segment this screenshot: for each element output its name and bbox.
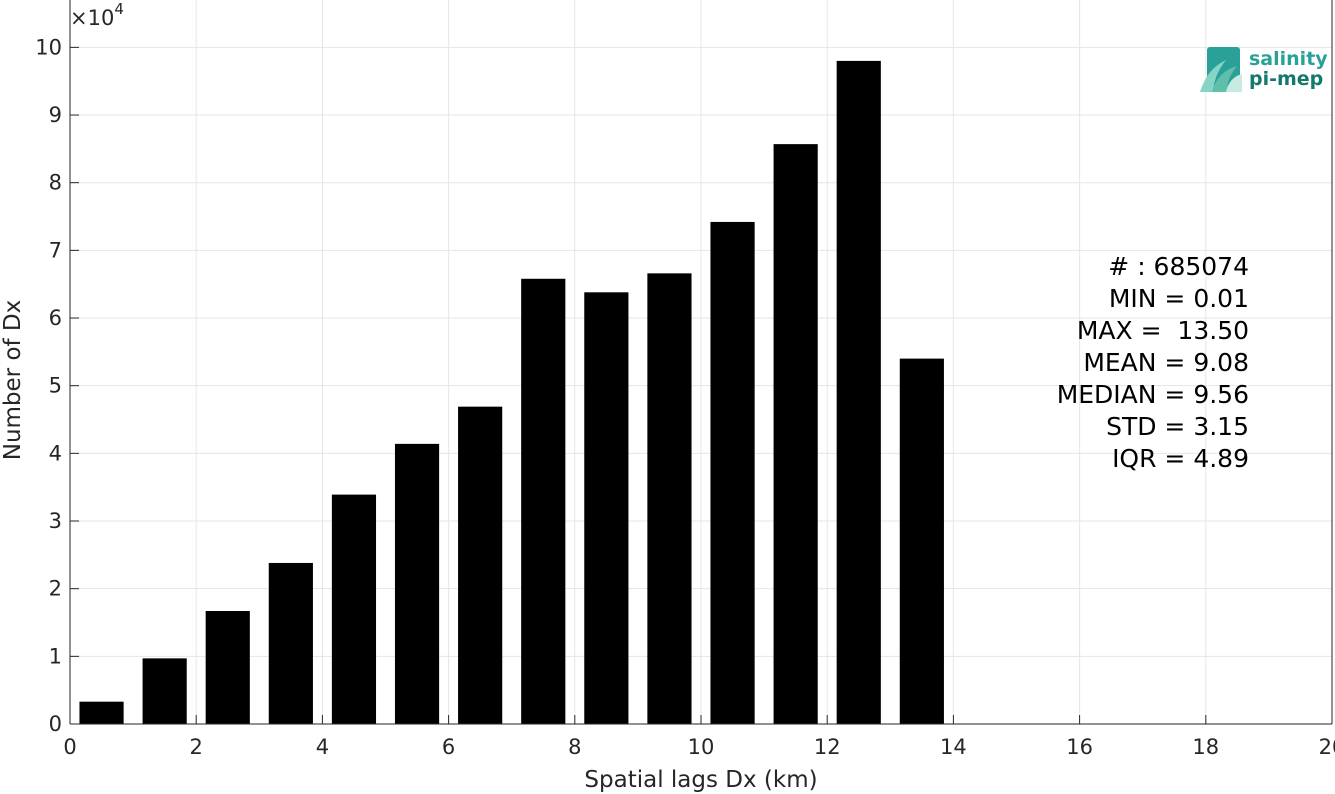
- histogram-bar: [584, 292, 629, 724]
- x-tick-label: 18: [1192, 735, 1219, 759]
- x-tick-label: 8: [568, 735, 581, 759]
- x-tick-label: 12: [814, 735, 841, 759]
- y-tick-label: 7: [49, 238, 62, 262]
- statistic-line: MEAN = 9.08: [1083, 348, 1249, 377]
- y-exponent-base: ×10: [70, 6, 114, 30]
- statistic-line: IQR = 4.89: [1112, 444, 1249, 473]
- y-tick-label: 1: [49, 644, 62, 668]
- y-tick-label: 5: [49, 374, 62, 398]
- x-tick-label: 4: [316, 735, 329, 759]
- histogram-bar: [773, 144, 818, 725]
- histogram-bar: [142, 658, 187, 724]
- y-exponent-power: 4: [114, 0, 124, 18]
- x-tick-label: 14: [940, 735, 967, 759]
- statistic-line: MIN = 0.01: [1109, 284, 1249, 313]
- histogram-bar: [331, 494, 377, 724]
- x-tick-label: 10: [688, 735, 715, 759]
- x-tick-label: 16: [1066, 735, 1093, 759]
- histogram-bar: [521, 278, 566, 724]
- y-tick-label: 8: [49, 171, 62, 195]
- histogram-bar: [394, 443, 440, 724]
- y-tick-label: 10: [35, 35, 62, 59]
- histogram-bar: [899, 358, 944, 724]
- logo-line-2: pi-mep: [1249, 68, 1323, 90]
- y-tick-label: 4: [49, 441, 62, 465]
- statistic-line: STD = 3.15: [1106, 412, 1249, 441]
- y-axis-ticks: 0 1 2 3 4 5 6 7 8 9 10: [35, 35, 79, 736]
- statistic-line: MAX = 13.50: [1077, 316, 1249, 345]
- salinity-pimep-logo: salinity pi-mep: [1200, 47, 1328, 92]
- x-tick-label: 6: [442, 735, 455, 759]
- y-tick-label: 3: [49, 509, 62, 533]
- y-exponent-label: ×104: [70, 0, 124, 30]
- statistic-line: # : 685074: [1108, 252, 1249, 281]
- x-tick-label: 0: [63, 735, 76, 759]
- histogram-bar: [268, 562, 313, 724]
- bars: [79, 60, 944, 725]
- histogram-bar: [647, 273, 692, 724]
- x-tick-label: 2: [190, 735, 203, 759]
- y-tick-label: 0: [49, 712, 62, 736]
- y-axis-label: Number of Dx: [0, 300, 26, 461]
- y-tick-label: 2: [49, 577, 62, 601]
- histogram-bar: [710, 221, 755, 724]
- statistic-line: MEDIAN = 9.56: [1057, 380, 1249, 409]
- histogram-bar: [458, 406, 503, 724]
- histogram-bar: [205, 611, 250, 724]
- x-axis-ticks: 0 2 4 6 8 10 12 14 16 18 20: [63, 715, 1335, 759]
- histogram-bar: [836, 60, 881, 724]
- y-tick-label: 9: [49, 103, 62, 127]
- wave-logo-icon: [1200, 47, 1242, 92]
- statistics-annotation: # : 685074 MIN = 0.01 MAX = 13.50 MEAN = 9.…: [1057, 252, 1249, 473]
- y-tick-label: 6: [49, 306, 62, 330]
- histogram-bar: [79, 701, 124, 724]
- logo-line-1: salinity: [1249, 48, 1328, 70]
- x-axis-label: Spatial lags Dx (km): [584, 767, 817, 793]
- x-tick-label: 20: [1319, 735, 1335, 759]
